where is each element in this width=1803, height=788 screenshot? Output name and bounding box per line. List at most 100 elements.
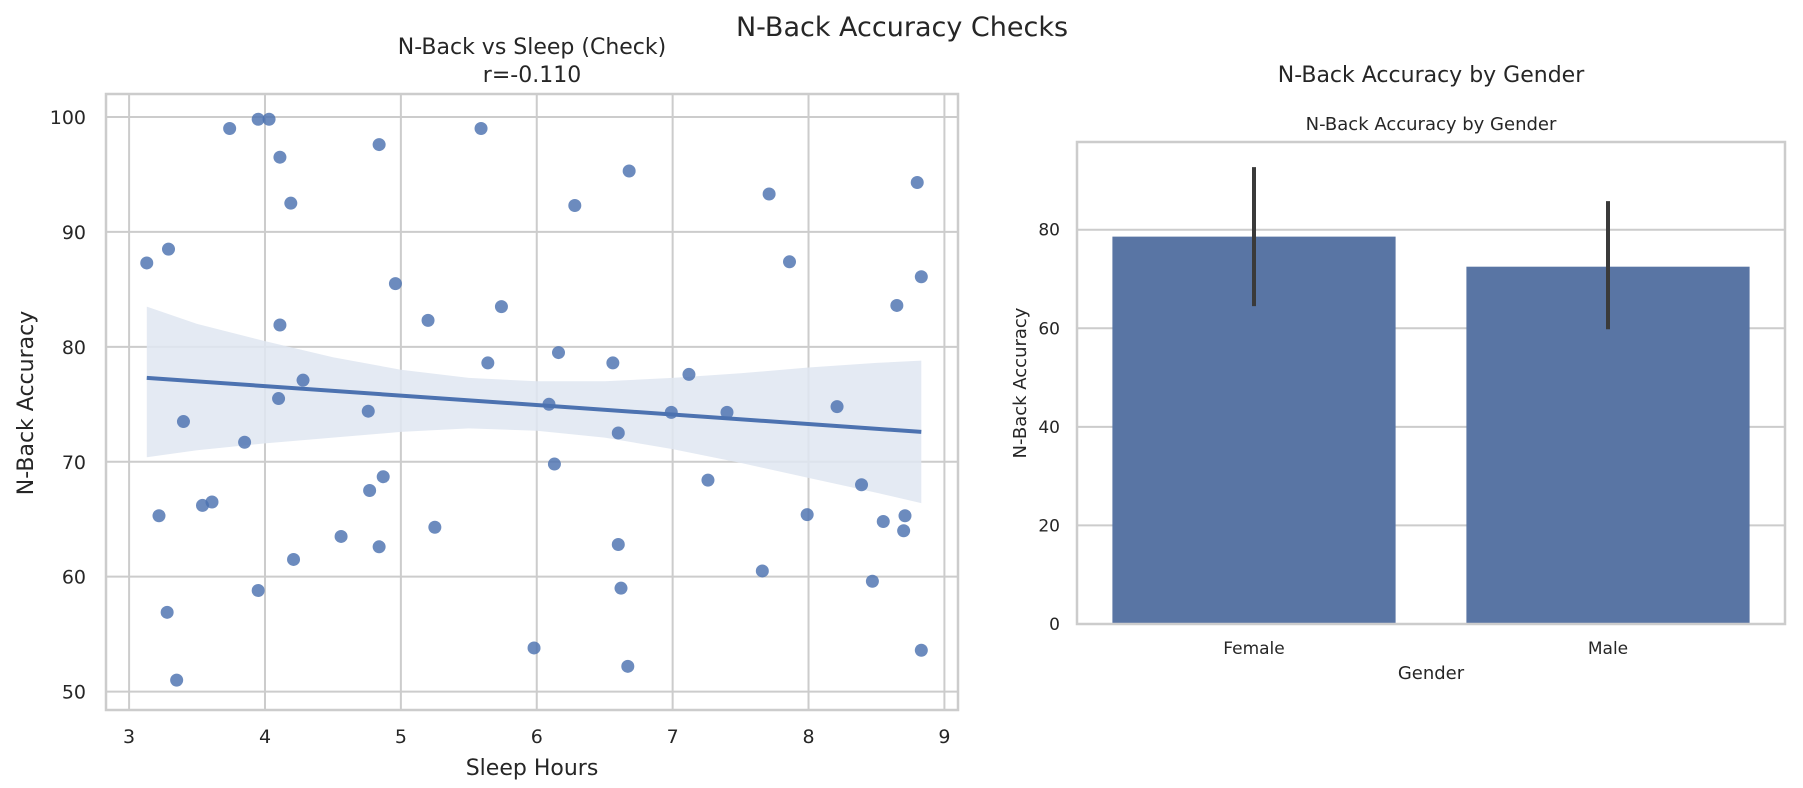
bar-y-tick-label: 0 — [1049, 615, 1060, 635]
scatter-point — [287, 552, 301, 566]
scatter-point — [363, 483, 377, 497]
scatter-x-tick-label: 4 — [259, 726, 271, 748]
bar-title: N-Back Accuracy by Gender — [1306, 114, 1557, 135]
scatter-point — [606, 356, 620, 370]
scatter-y-tick-label: 80 — [62, 337, 86, 359]
scatter-point — [800, 508, 814, 522]
scatter-point — [372, 138, 386, 152]
scatter-point — [914, 643, 928, 657]
scatter-y-tick-label: 70 — [62, 452, 86, 474]
bar-y-tick-label: 60 — [1038, 319, 1060, 339]
scatter-x-tick-label: 8 — [802, 726, 814, 748]
scatter-title: N-Back vs Sleep (Check) — [398, 35, 666, 60]
scatter-x-axis-label: Sleep Hours — [466, 756, 599, 781]
scatter-point — [551, 346, 565, 360]
regression-line — [146, 375, 922, 434]
scatter-point — [481, 356, 495, 370]
scatter-point — [898, 509, 912, 523]
error-bars — [1252, 167, 1610, 330]
scatter-point — [262, 112, 276, 126]
scatter-point — [170, 673, 184, 687]
figure-suptitle: N-Back Accuracy Checks — [736, 12, 1068, 43]
bar-y-tick-label: 40 — [1038, 418, 1060, 438]
scatter-point — [865, 574, 879, 588]
scatter-point — [527, 641, 541, 655]
scatter-point — [273, 318, 287, 332]
bars — [1112, 236, 1750, 624]
scatter-point — [855, 478, 869, 492]
scatter-x-tick-label: 6 — [531, 726, 543, 748]
scatter-point — [428, 520, 442, 534]
bar-plot-frame — [1075, 140, 1787, 626]
bar-panel: N-Back Accuracy by Gender N-Back Accurac… — [1010, 63, 1787, 684]
scatter-point — [897, 524, 911, 538]
scatter-point — [494, 300, 508, 314]
scatter-point — [334, 529, 348, 543]
scatter-point — [762, 187, 776, 201]
scatter-point — [611, 426, 625, 440]
scatter-point — [140, 256, 154, 270]
scatter-point — [176, 415, 190, 429]
scatter-plot-frame — [104, 92, 960, 712]
bar-x-tick-label: Female — [1223, 639, 1284, 659]
scatter-point — [568, 198, 582, 212]
scatter-point — [914, 270, 928, 284]
scatter-point — [272, 392, 286, 406]
scatter-point — [205, 495, 219, 509]
bar-y-tick-labels: 0 20 40 60 80 — [1038, 221, 1060, 635]
scatter-point — [614, 581, 628, 595]
scatter-point — [890, 298, 904, 312]
scatter-panel: 3 4 5 6 7 8 9 50 60 70 80 90 100 N-Back vs Sleep (C… — [14, 35, 960, 781]
scatter-point — [251, 112, 265, 126]
scatter-y-tick-label: 60 — [62, 567, 86, 589]
scatter-point — [372, 540, 386, 554]
scatter-point — [361, 404, 375, 418]
scatter-x-tick-label: 7 — [667, 726, 679, 748]
bar-y-axis-label: N-Back Accuracy — [1010, 307, 1031, 458]
scatter-point — [830, 400, 844, 414]
scatter-point — [783, 255, 797, 269]
scatter-y-tick-labels: 50 60 70 80 90 100 — [50, 107, 86, 704]
scatter-point — [755, 564, 769, 578]
scatter-point — [622, 164, 636, 178]
bar-y-tick-label: 20 — [1038, 516, 1060, 536]
scatter-point — [701, 473, 715, 487]
scatter-point — [223, 121, 237, 135]
scatter-point — [421, 313, 435, 327]
scatter-point — [682, 367, 696, 381]
scatter-point — [251, 583, 265, 597]
scatter-point — [284, 196, 298, 210]
scatter-x-tick-label: 9 — [938, 726, 950, 748]
scatter-y-tick-label: 100 — [50, 107, 86, 129]
bar-y-tick-label: 80 — [1038, 221, 1060, 241]
scatter-point — [376, 470, 390, 484]
scatter-point — [152, 509, 166, 523]
scatter-point — [474, 121, 488, 135]
scatter-y-axis-label: N-Back Accuracy — [14, 311, 39, 495]
scatter-point — [160, 605, 174, 619]
scatter-point — [621, 659, 635, 673]
scatter-point — [547, 457, 561, 471]
scatter-point — [876, 515, 890, 529]
scatter-point — [388, 277, 402, 291]
scatter-point — [273, 150, 287, 164]
scatter-x-tick-labels: 3 4 5 6 7 8 9 — [123, 726, 950, 748]
bar-x-axis-label: Gender — [1398, 663, 1465, 684]
scatter-point — [720, 405, 734, 419]
scatter-x-tick-label: 3 — [123, 726, 135, 748]
bar-x-tick-labels: Female Male — [1223, 639, 1628, 659]
scatter-x-tick-label: 5 — [395, 726, 407, 748]
scatter-point — [162, 242, 176, 256]
scatter-subtitle: r=-0.110 — [483, 63, 581, 88]
scatter-y-tick-label: 50 — [62, 682, 86, 704]
scatter-point — [238, 435, 252, 449]
bar-panel-header: N-Back Accuracy by Gender — [1278, 63, 1585, 88]
scatter-points — [140, 112, 928, 687]
scatter-point — [910, 175, 924, 189]
scatter-y-tick-label: 90 — [62, 222, 86, 244]
scatter-point — [611, 538, 625, 552]
scatter-point — [296, 373, 310, 387]
bar-x-tick-label: Male — [1588, 639, 1628, 659]
